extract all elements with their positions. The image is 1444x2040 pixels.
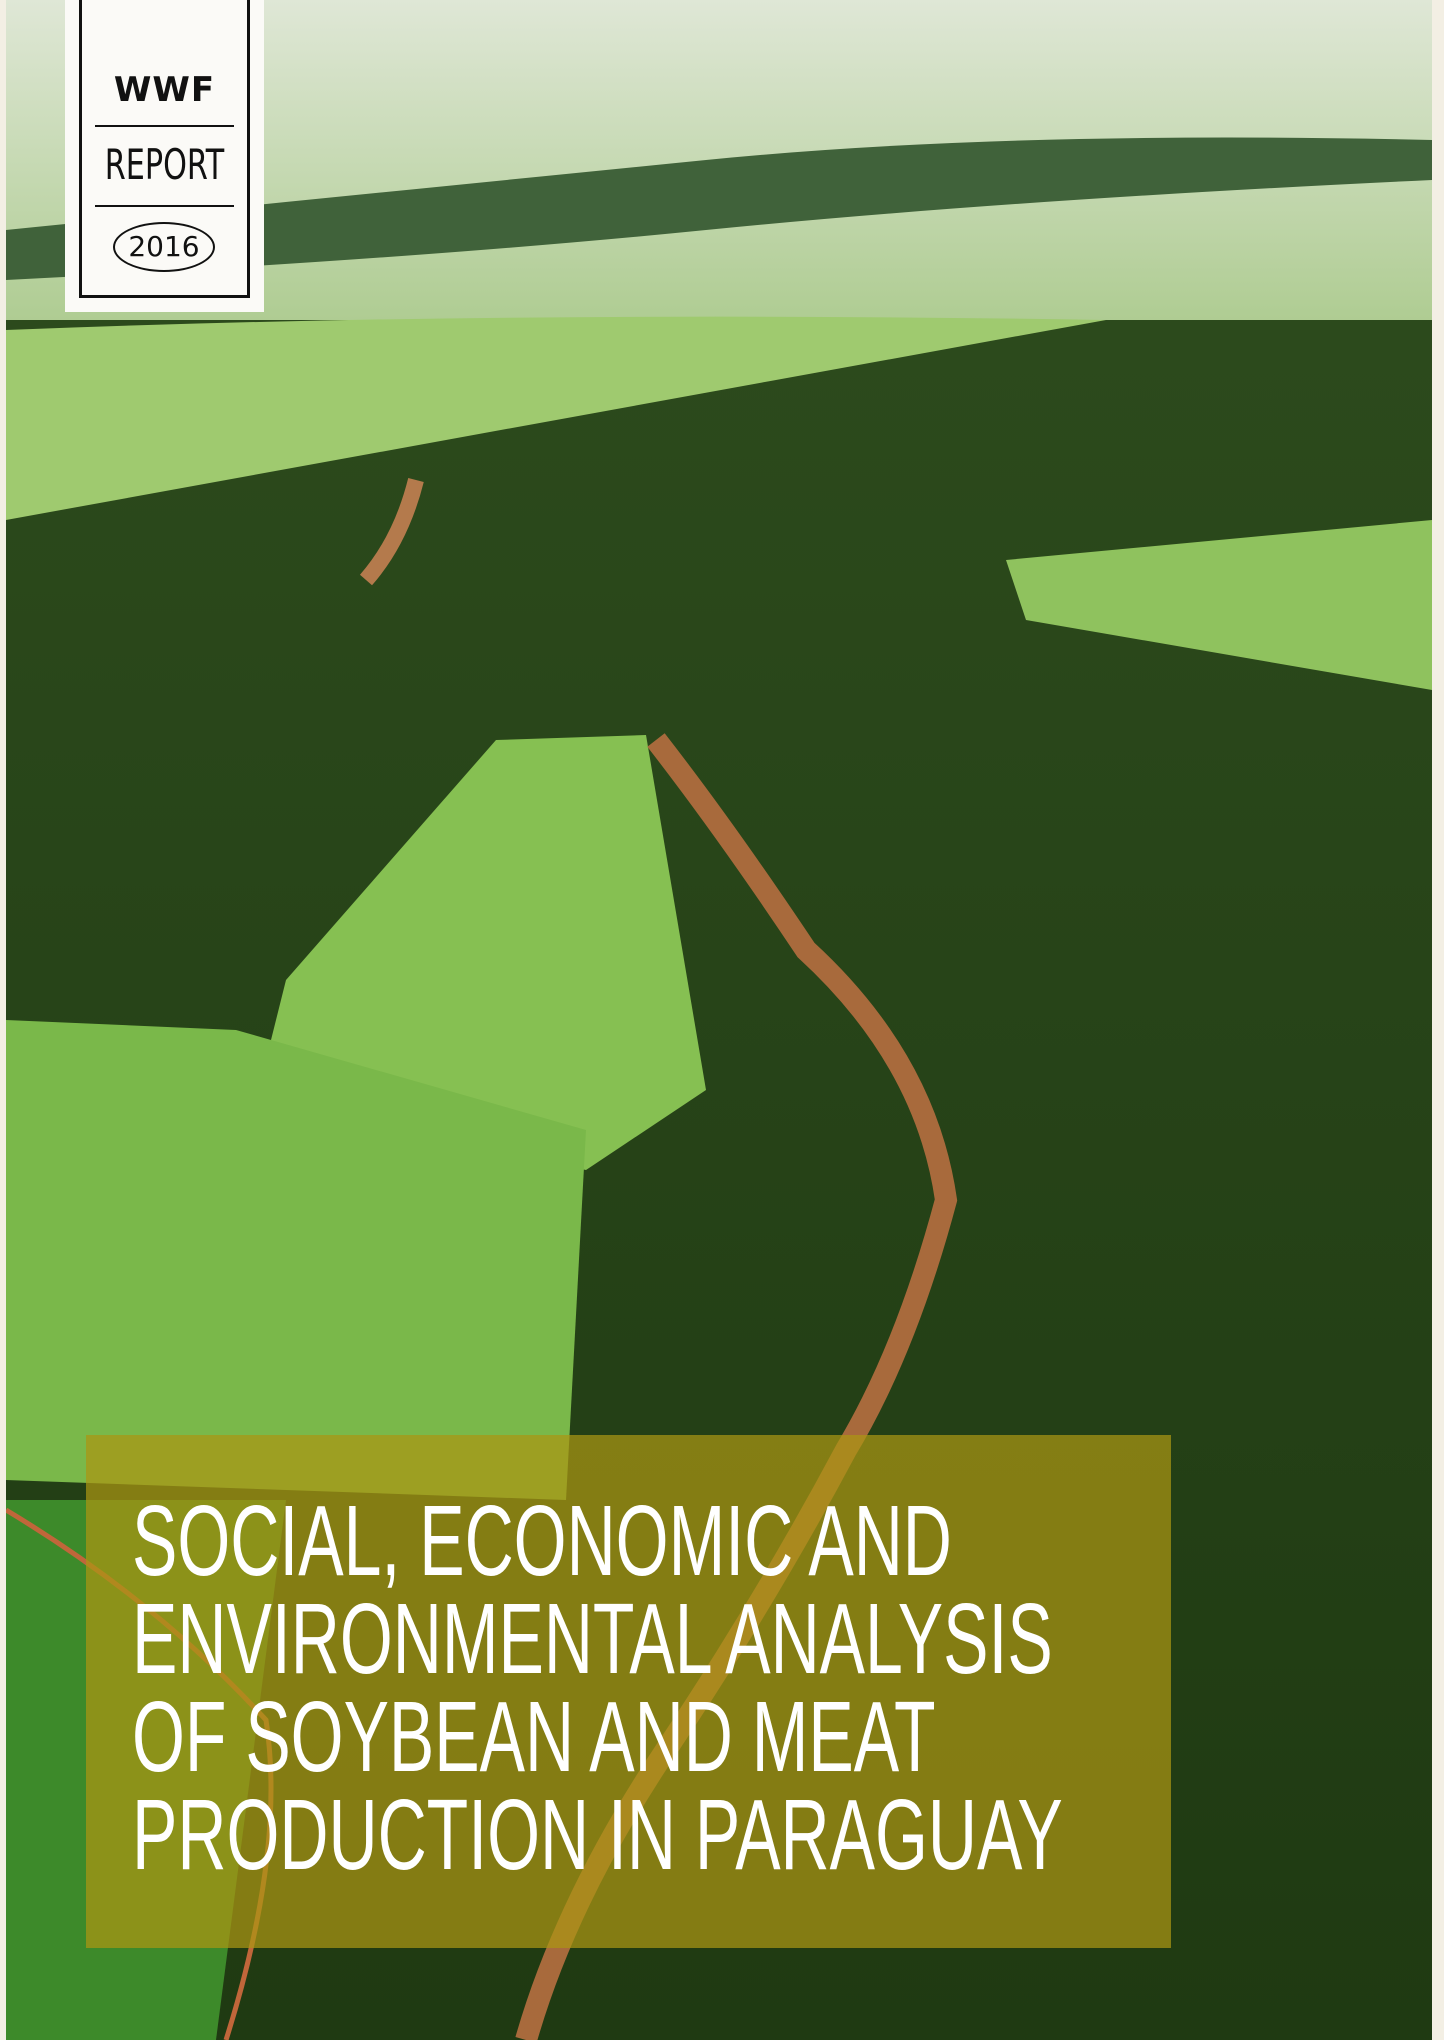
report-label: REPORT <box>93 140 236 189</box>
rule <box>95 205 234 207</box>
rule <box>95 125 234 127</box>
year: 2016 <box>113 222 215 272</box>
title-box: SOCIAL, ECONOMIC AND ENVIRONMENTAL ANALY… <box>86 1435 1171 1948</box>
title-line: PRODUCTION IN PARAGUAY <box>132 1785 1063 1885</box>
title-line: SOCIAL, ECONOMIC AND <box>132 1491 952 1591</box>
brand: WWF <box>65 70 264 110</box>
wwf-logo: WWF REPORT 2016 <box>65 0 264 312</box>
cover-page: WWF REPORT 2016 SOCIAL, ECONOMIC AND ENV… <box>0 0 1444 2040</box>
title-line: ENVIRONMENTAL ANALYSIS <box>132 1589 1053 1689</box>
title-line: OF SOYBEAN AND MEAT <box>132 1687 936 1787</box>
